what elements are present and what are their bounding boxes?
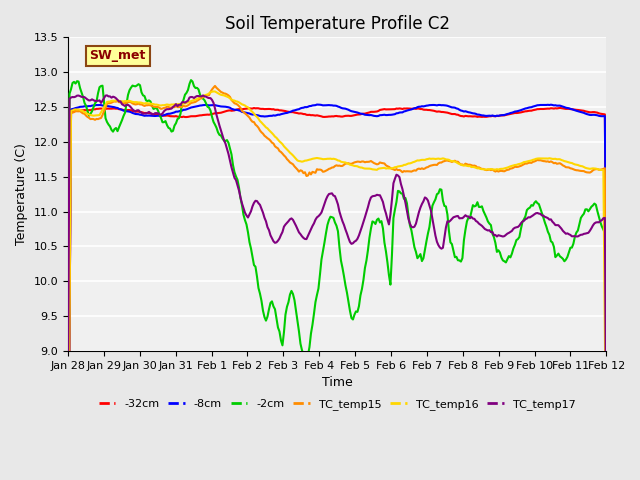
Y-axis label: Temperature (C): Temperature (C) (15, 143, 28, 245)
Text: SW_met: SW_met (90, 49, 146, 62)
Title: Soil Temperature Profile C2: Soil Temperature Profile C2 (225, 15, 450, 33)
X-axis label: Time: Time (322, 376, 353, 389)
Legend: -32cm, -8cm, -2cm, TC_temp15, TC_temp16, TC_temp17: -32cm, -8cm, -2cm, TC_temp15, TC_temp16,… (94, 395, 580, 414)
